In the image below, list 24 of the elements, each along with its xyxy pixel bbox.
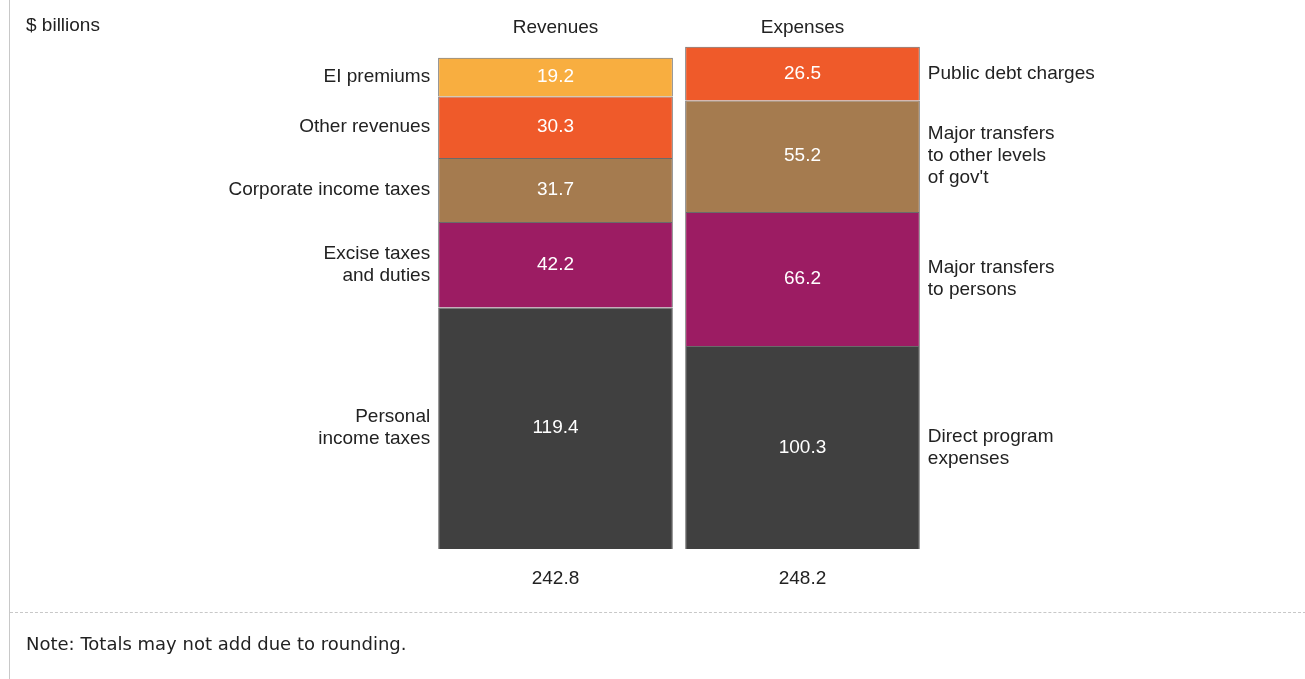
text: $ billions bbox=[26, 14, 100, 36]
series-label: Major transfers to other levels of gov't bbox=[927, 122, 1055, 188]
data-label: 66.2 bbox=[784, 267, 821, 289]
text: Note: Totals may not add due to rounding. bbox=[10, 612, 1305, 654]
data-label: 30.3 bbox=[537, 115, 574, 137]
series-label: Corporate income taxes bbox=[228, 178, 431, 200]
series-label: Other revenues bbox=[299, 115, 431, 137]
data-label: 55.2 bbox=[784, 144, 821, 166]
data-label: 42.2 bbox=[537, 252, 574, 274]
series-label: Major transfers to persons bbox=[927, 256, 1055, 300]
data-label: 31.7 bbox=[537, 178, 574, 200]
x-tick-label: Revenues bbox=[512, 15, 599, 37]
series-label: Direct program expenses bbox=[927, 424, 1054, 468]
series-label: Public debt charges bbox=[927, 61, 1095, 83]
data-label: 119.4 bbox=[532, 416, 579, 438]
total-label: 242.8 bbox=[531, 567, 580, 589]
x-tick-label: Expenses bbox=[760, 15, 845, 37]
total-label: 248.2 bbox=[778, 567, 827, 589]
series-label: Personal income taxes bbox=[318, 405, 431, 449]
series-label: EI premiums bbox=[323, 65, 431, 87]
data-label: 100.3 bbox=[778, 435, 827, 457]
data-label: 19.2 bbox=[537, 65, 574, 87]
data-label: 26.5 bbox=[784, 61, 821, 83]
series-label: Excise taxes and duties bbox=[323, 241, 431, 285]
